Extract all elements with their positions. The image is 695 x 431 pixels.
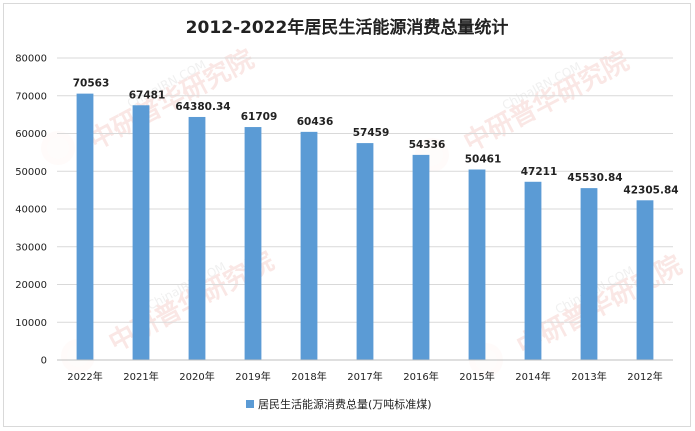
x-tick-label: 2012年 [627,370,662,383]
x-tick-label: 2017年 [347,370,382,383]
bar [300,131,318,360]
y-tick-label: 80000 [15,54,47,65]
x-tick-label: 2013年 [571,370,606,383]
data-label: 47211 [521,166,558,178]
legend-swatch [246,400,254,408]
bar [468,169,486,360]
y-tick-label: 10000 [15,318,47,329]
data-label: 54336 [409,139,446,151]
chart-frame [3,3,691,427]
x-tick-label: 2016年 [403,370,438,383]
bar [188,116,206,360]
bar [76,93,94,361]
legend: 居民生活能源消费总量(万吨标准煤) [246,397,432,411]
x-tick-label: 2019年 [235,370,270,383]
data-label: 61709 [241,111,278,123]
y-tick-label: 20000 [15,280,47,291]
data-label: 64380.34 [175,101,230,113]
y-axis: 0 10000 20000 30000 40000 50000 60000 70000 8000… [15,54,47,367]
bar [132,105,150,361]
bar [524,181,542,360]
bar [244,127,262,360]
data-label: 70563 [73,78,110,90]
data-label: 45530.84 [567,172,622,184]
x-tick-label: 2018年 [291,370,326,383]
x-tick-label: 2022年 [67,370,102,383]
bars [76,93,654,361]
data-label: 60436 [297,116,334,128]
y-tick-label: 0 [41,356,47,367]
watermark-cn-1: 中研普华研究院 [84,43,259,156]
data-label: 42305.84 [623,184,678,196]
x-tick-label: 2014年 [515,370,550,383]
chart-title: 2012-2022年居民生活能源消费总量统计 [186,17,509,38]
data-labels: 70563 67481 64380.34 61709 60436 57459 54336 50… [73,78,679,197]
data-label: 67481 [129,89,166,101]
y-tick-label: 40000 [15,205,47,216]
x-tick-label: 2020年 [179,370,214,383]
y-tick-label: 70000 [15,91,47,102]
x-axis: 2022年 2021年 2020年 2019年 2018年 2017年 2016年 2015年… [57,359,673,383]
watermark-cn-2: 中研普华研究院 [459,45,634,158]
data-label: 50461 [465,154,502,166]
x-tick-label: 2021年 [123,370,158,383]
bar [412,154,430,360]
bar [580,188,598,360]
y-tick-label: 60000 [15,129,47,140]
bar [636,200,654,360]
legend-label: 居民生活能源消费总量(万吨标准煤) [258,397,432,411]
data-label: 57459 [353,127,390,139]
bar [356,143,374,360]
y-tick-label: 50000 [15,167,47,178]
y-tick-label: 30000 [15,242,47,253]
x-tick-label: 2015年 [459,370,494,383]
